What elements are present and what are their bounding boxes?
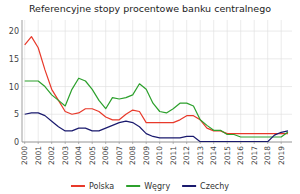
grid-line-x xyxy=(213,20,214,142)
grid-line-x xyxy=(186,20,187,142)
x-tick-label: 2008 xyxy=(128,146,137,165)
legend-swatch xyxy=(126,185,140,187)
grid-line-x xyxy=(200,20,201,142)
grid-line-y xyxy=(22,31,292,32)
grid-line-x xyxy=(78,20,79,142)
grid-line-x xyxy=(51,20,52,142)
x-tick-label: 2016 xyxy=(236,146,245,165)
x-tick-label: 2007 xyxy=(115,146,124,165)
chart: Referencyjne stopy procentowe banku cent… xyxy=(0,0,300,194)
legend-swatch xyxy=(71,185,85,187)
y-tick-label: 5 xyxy=(14,110,19,119)
axes: 0 5 10 15 20 2000 2001 2002 2003 2004 2005 2006 2007… xyxy=(9,20,292,165)
grid-line-x xyxy=(119,20,120,142)
grid-line-y xyxy=(22,114,292,115)
x-tick-label: 2001 xyxy=(34,146,43,165)
y-tick-label: 0 xyxy=(14,138,19,147)
x-tick-label: 2005 xyxy=(88,146,97,165)
y-tick-label: 10 xyxy=(9,83,19,92)
x-tick-label: 2010 xyxy=(155,146,164,165)
x-tick-label: 2000 xyxy=(20,146,29,165)
grid-line-x xyxy=(92,20,93,142)
grid-line-x xyxy=(132,20,133,142)
grid-line-y xyxy=(22,86,292,87)
x-tick-label: 2011 xyxy=(169,146,178,165)
grid-line-y xyxy=(22,58,292,59)
x-tick-label: 2004 xyxy=(74,146,83,165)
y-tick-label: 20 xyxy=(9,27,19,36)
series-line xyxy=(25,78,288,137)
x-tick-label: 2003 xyxy=(61,146,70,165)
legend-swatch xyxy=(182,185,196,187)
x-tick-label: 2012 xyxy=(182,146,191,165)
x-tick-label: 2014 xyxy=(209,146,218,165)
plot-area xyxy=(25,37,288,142)
x-tick-label: 2019 xyxy=(277,146,286,165)
x-tick-label: 2013 xyxy=(196,146,205,165)
legend-label: Czechy xyxy=(200,182,229,191)
x-tick-label: 2006 xyxy=(101,146,110,165)
x-tick-label: 2009 xyxy=(142,146,151,165)
legend-item: Węgry xyxy=(126,182,170,191)
grid-line-x xyxy=(65,20,66,142)
grid-line-x xyxy=(254,20,255,142)
grid-line-x xyxy=(173,20,174,142)
series-line xyxy=(25,113,288,142)
x-tick-label: 2018 xyxy=(263,146,272,165)
x-tick-label: 2002 xyxy=(47,146,56,165)
legend-label: Węgry xyxy=(144,182,170,191)
series-line xyxy=(25,37,288,134)
legend: Polska Węgry Czechy xyxy=(71,182,229,191)
y-tick-label: 15 xyxy=(9,55,19,64)
grid-line-x xyxy=(146,20,147,142)
legend-item: Polska xyxy=(71,182,114,191)
y-axis-line xyxy=(22,20,23,142)
x-tick-label: 2015 xyxy=(223,146,232,165)
grid-line-x xyxy=(105,20,106,142)
grid-line-x xyxy=(227,20,228,142)
x-tick-label: 2017 xyxy=(250,146,259,165)
grid-line-x xyxy=(281,20,282,142)
legend-item: Czechy xyxy=(182,182,229,191)
grid-line-x xyxy=(267,20,268,142)
grid-line-x xyxy=(240,20,241,142)
grid-line-x xyxy=(159,20,160,142)
legend-label: Polska xyxy=(89,182,114,191)
title: Referencyjne stopy procentowe banku cent… xyxy=(29,3,271,14)
grid xyxy=(22,20,292,142)
